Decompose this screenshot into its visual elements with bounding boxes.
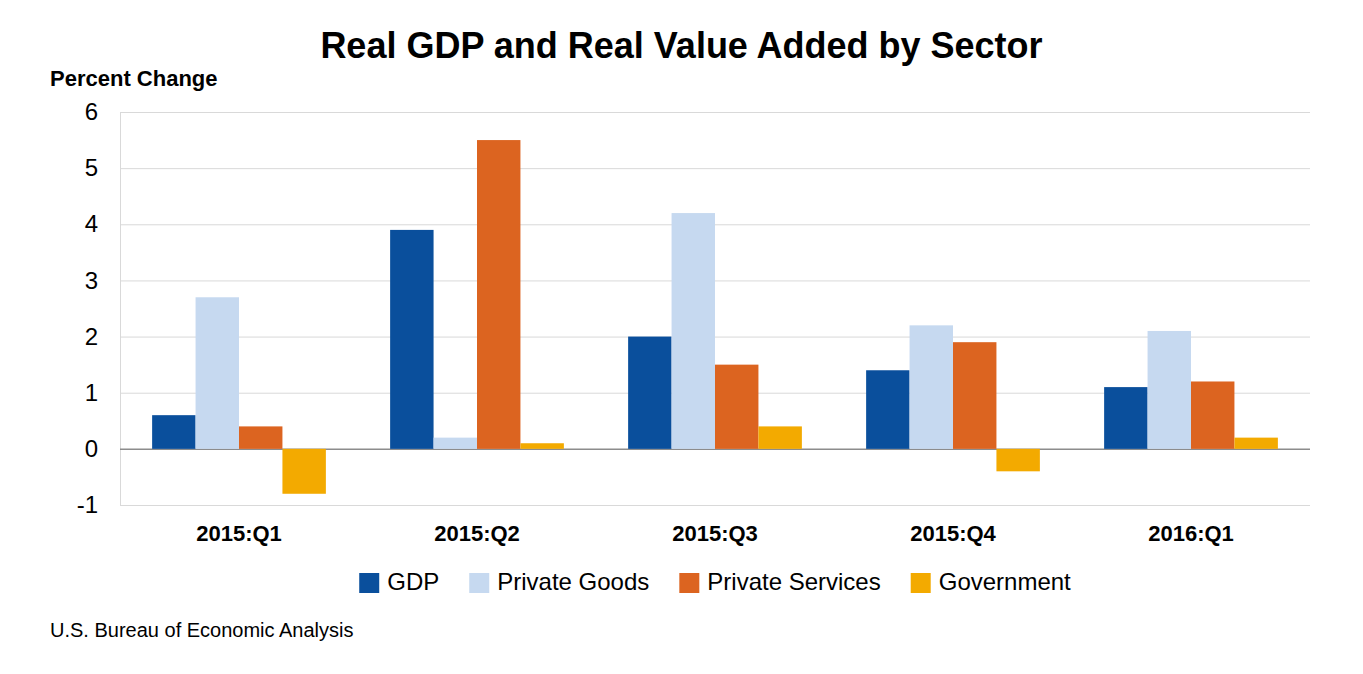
bar <box>196 297 239 449</box>
tick: 2015:Q3 <box>672 505 758 546</box>
tick: 5 <box>85 154 1310 181</box>
source: U.S. Bureau of Economic Analysis <box>50 619 353 641</box>
bar <box>1104 387 1147 449</box>
legend-item: GDP <box>359 568 439 595</box>
bar <box>628 337 671 449</box>
tick-label: 6 <box>85 98 98 125</box>
tick-label: 3 <box>85 267 98 294</box>
tick-label: 2 <box>85 323 98 350</box>
bar <box>477 140 520 449</box>
legend-item: Private Services <box>679 568 880 595</box>
y-axis: -1 0 1 2 3 4 5 6 <box>77 98 1310 518</box>
axis-line <box>121 505 1311 506</box>
bar <box>282 449 325 494</box>
tick-label: 4 <box>85 210 98 237</box>
bar <box>152 415 195 449</box>
tick-label: -1 <box>77 491 98 518</box>
tick-label: 0 <box>85 435 98 462</box>
legend-swatch <box>679 573 699 593</box>
x-axis: 2015:Q1 2015:Q2 2015:Q3 2015:Q4 2016:Q1 <box>121 505 1311 546</box>
tick: 6 <box>85 98 1310 125</box>
tick-label: 2016:Q1 <box>1148 521 1234 546</box>
legend-swatch <box>469 573 489 593</box>
legend-swatch <box>359 573 379 593</box>
bar <box>758 426 801 448</box>
bar <box>1191 381 1234 448</box>
tick: 2015:Q1 <box>196 505 282 546</box>
legend-label: Private Goods <box>497 568 649 595</box>
tick: 2015:Q4 <box>910 505 996 546</box>
bar <box>672 213 715 449</box>
tick-label: 2015:Q3 <box>672 521 758 546</box>
bar <box>1234 438 1277 449</box>
tick: 2015:Q2 <box>434 505 520 546</box>
tick-label: 1 <box>85 379 98 406</box>
bar <box>239 426 282 448</box>
bar <box>996 449 1039 471</box>
legend-label: Government <box>939 568 1071 595</box>
legend-item: Government <box>911 568 1071 595</box>
bar <box>1148 331 1191 449</box>
bar <box>953 342 996 449</box>
bar <box>910 325 953 449</box>
bar <box>434 438 477 449</box>
legend-swatch <box>911 573 931 593</box>
grid-line <box>120 168 1310 169</box>
chart: Real GDP and Real Value Added by Sector P… <box>0 0 1363 674</box>
tick-label: 2015:Q4 <box>910 521 996 546</box>
legend-label: GDP <box>387 568 439 595</box>
tick-label: 2015:Q1 <box>196 521 282 546</box>
grid-line <box>120 112 1310 113</box>
bar <box>520 443 563 449</box>
legend: GDP Private Goods Private Services Governme… <box>359 568 1071 595</box>
tick: -1 <box>77 491 1310 518</box>
bars <box>152 140 1278 494</box>
axis-title: Percent Change <box>50 66 218 91</box>
axis-line <box>121 113 1311 506</box>
bar <box>390 230 433 449</box>
bar <box>866 370 909 449</box>
legend-item: Private Goods <box>469 568 649 595</box>
tick-label: 2015:Q2 <box>434 521 520 546</box>
legend-label: Private Services <box>707 568 880 595</box>
bar <box>715 365 758 449</box>
tick-label: 5 <box>85 154 98 181</box>
tick: 2016:Q1 <box>1148 505 1234 546</box>
grid-line <box>120 505 1310 506</box>
title: Real GDP and Real Value Added by Sector <box>320 25 1042 66</box>
